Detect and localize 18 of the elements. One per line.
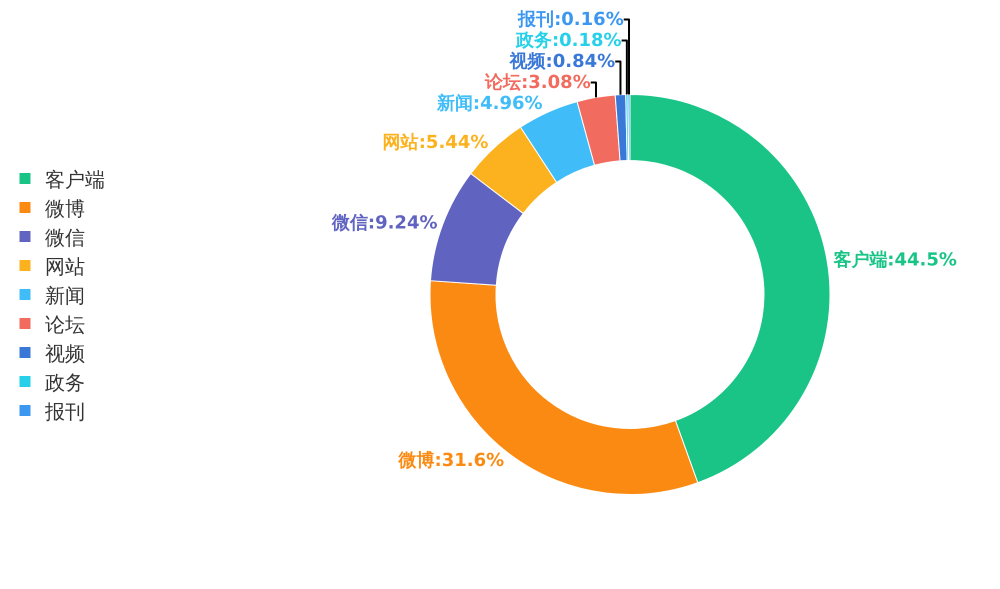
legend-label: 报刊: [44, 399, 85, 424]
legend-label: 论坛: [45, 312, 85, 336]
legend-label: 微博: [45, 196, 85, 220]
legend-label: 视频: [45, 341, 85, 366]
data-label: 微信:9.24%: [330, 212, 438, 234]
legend-label: 新闻: [45, 283, 85, 308]
legend-label: 客户端: [45, 167, 105, 192]
data-label: 报刊:0.16%: [517, 8, 624, 30]
data-label: 网站:5.44%: [382, 132, 488, 154]
data-label: 新闻:4.96%: [436, 92, 543, 114]
legend-label: 网站: [45, 254, 85, 278]
legend-label: 微信: [45, 225, 85, 250]
legend-label: 政务: [45, 370, 85, 394]
data-label: 政务:0.18%: [514, 30, 622, 51]
data-label: 论坛:3.08%: [484, 72, 591, 93]
data-label: 客户端:44.5%: [832, 249, 957, 270]
data-label: 视频:0.84%: [508, 50, 616, 72]
data-label: 微博:31.6%: [398, 450, 504, 472]
